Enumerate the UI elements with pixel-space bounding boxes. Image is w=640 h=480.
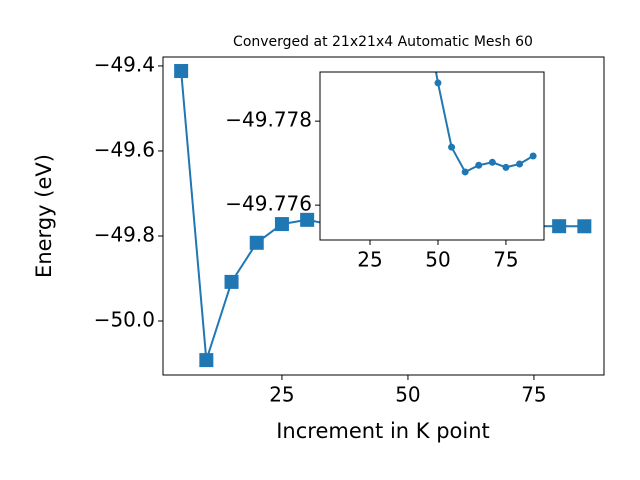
y-tick-label: −49.778 bbox=[225, 108, 312, 132]
x-tick-label: 75 bbox=[521, 383, 546, 407]
plot-frame bbox=[162, 56, 605, 376]
series-group bbox=[421, 4, 537, 176]
marker bbox=[249, 235, 264, 250]
marker bbox=[488, 158, 496, 166]
plot-frame bbox=[319, 71, 545, 241]
marker bbox=[552, 219, 567, 234]
marker bbox=[174, 64, 189, 79]
y-axis-label: Energy (eV) bbox=[32, 154, 56, 278]
marker bbox=[300, 212, 315, 227]
marker bbox=[448, 143, 456, 151]
marker bbox=[421, 4, 428, 11]
y-tick-label: −50.0 bbox=[94, 308, 155, 332]
marker bbox=[475, 161, 483, 169]
marker bbox=[274, 217, 289, 232]
y-tick-label: −49.4 bbox=[94, 52, 155, 76]
y-tick-label: −49.776 bbox=[225, 192, 312, 216]
x-axis-label: Increment in K point bbox=[276, 419, 490, 443]
y-tick-label: −49.6 bbox=[94, 137, 155, 161]
marker bbox=[516, 160, 524, 168]
marker bbox=[529, 152, 537, 160]
marker bbox=[461, 168, 469, 176]
x-tick-label: 25 bbox=[269, 383, 294, 407]
chart-title: Converged at 21x21x4 Automatic Mesh 60 bbox=[233, 34, 533, 50]
x-tick-label: 25 bbox=[357, 248, 382, 272]
plot-area bbox=[320, 72, 544, 240]
x-tick-label: 75 bbox=[493, 248, 518, 272]
x-tick-label: 50 bbox=[395, 383, 420, 407]
marker bbox=[434, 79, 442, 87]
marker bbox=[224, 274, 239, 289]
marker bbox=[502, 163, 510, 171]
x-tick-label: 50 bbox=[425, 248, 450, 272]
marker bbox=[577, 219, 592, 234]
marker bbox=[199, 353, 214, 368]
y-tick-label: −49.8 bbox=[94, 222, 155, 246]
